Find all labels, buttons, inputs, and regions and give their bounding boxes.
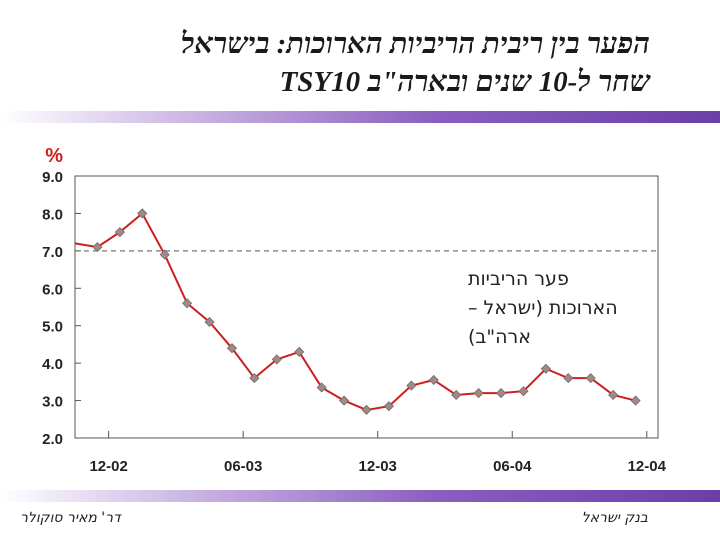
series-line xyxy=(74,211,636,411)
data-point-marker xyxy=(361,404,372,415)
data-point-marker xyxy=(406,380,417,391)
x-tick-label: 12-02 xyxy=(89,458,127,475)
plot-border xyxy=(74,175,659,439)
data-point-marker xyxy=(182,298,193,309)
y-tick-label: 2.0 xyxy=(42,431,63,448)
x-tick-label: 06-03 xyxy=(224,458,262,475)
y-axis: 9.0 8.0 7.0 6.0 5.0 4.0 3.0 2.0% xyxy=(42,145,81,448)
y-tick-label: 5.0 xyxy=(42,319,63,336)
data-point-marker xyxy=(271,354,282,365)
footer-author: דר' מאיר סוקולר xyxy=(20,510,121,526)
y-tick-label: 8.0 xyxy=(42,206,63,223)
data-point-marker xyxy=(585,373,596,384)
y-tick-label: 6.0 xyxy=(42,281,63,298)
data-point-marker xyxy=(518,386,529,397)
data-point-marker xyxy=(159,249,170,260)
data-point-marker xyxy=(226,343,238,354)
data-point-marker xyxy=(630,395,641,406)
annotation-text-line: הארוכות (ישראל – xyxy=(468,297,618,319)
data-point-marker xyxy=(428,374,439,386)
annotation-text-line: ארה"ב) xyxy=(468,326,531,348)
data-point-marker xyxy=(473,388,484,399)
data-point-marker xyxy=(495,388,507,399)
data-point-marker xyxy=(137,208,148,219)
footer-divider-band xyxy=(0,490,720,502)
data-point-marker xyxy=(249,373,260,384)
y-tick-label: 9.0 xyxy=(42,169,63,186)
annotation-text-line: פער הריביות xyxy=(468,268,569,290)
data-point-marker xyxy=(451,389,462,401)
data-point-marker xyxy=(316,382,327,393)
chart-title: הפער בין ריבית הריביות הארוכות: בישראל xyxy=(180,28,650,60)
x-tick-label: 12-03 xyxy=(359,458,397,475)
data-point-marker xyxy=(339,395,350,406)
chart-subtitle: שחר ל-10 שנים ובארה"ב TSY10 xyxy=(279,66,650,98)
data-point-marker xyxy=(114,227,125,238)
data-point-marker xyxy=(92,242,103,253)
x-axis: 12-02 06-03 12-03 06-04 12-04 xyxy=(89,431,667,475)
data-point-marker xyxy=(540,363,551,374)
y-tick-label: 7.0 xyxy=(42,244,63,261)
data-point-marker xyxy=(608,389,619,401)
data-point-marker xyxy=(204,316,215,328)
y-tick-label: 3.0 xyxy=(42,394,63,411)
y-axis-label: % xyxy=(45,145,63,167)
x-tick-label: 06-04 xyxy=(493,458,532,475)
data-point-marker xyxy=(294,346,305,357)
line-chart: 9.08.07.06.05.04.03.02.0% 12-02 06-03 12-0… xyxy=(42,145,667,475)
y-tick-label: 4.0 xyxy=(42,356,63,373)
footer-institution: בנק ישראל xyxy=(581,510,648,526)
series-group xyxy=(74,208,641,415)
header-divider-band xyxy=(0,111,720,123)
data-point-marker xyxy=(563,373,574,384)
data-point-marker xyxy=(383,401,394,412)
plot-area xyxy=(74,175,659,439)
annotation: פער הריביות הארוכות (ישראל – ארה"ב) xyxy=(468,268,618,348)
x-tick-label: 12-04 xyxy=(628,458,667,475)
